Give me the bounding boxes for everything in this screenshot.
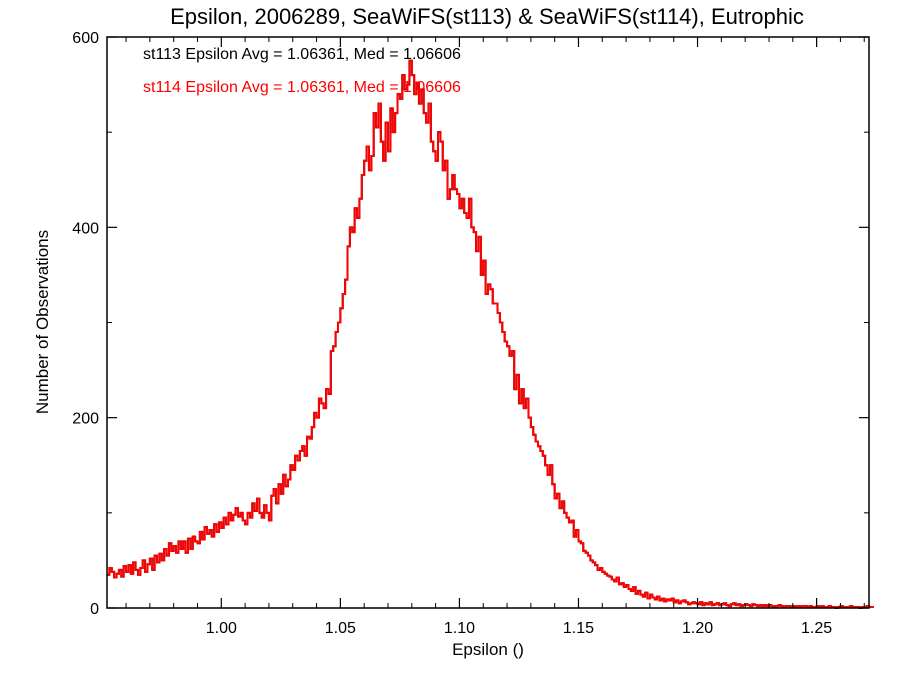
- x-tick-label: 1.00: [206, 620, 237, 637]
- x-axis-ticks: 1.00 1.05 1.10 1.15 1.20 1.25: [125, 37, 865, 637]
- histogram-series-layer: [107, 59, 874, 609]
- annotation-st114: st114 Epsilon Avg = 1.06361, Med = 1.066…: [143, 79, 461, 96]
- y-tick-label: 600: [72, 30, 99, 47]
- y-tick-label: 400: [72, 220, 99, 237]
- y-axis-ticks: 0 200 400 600: [72, 30, 869, 618]
- annotation-st113: st113 Epsilon Avg = 1.06361, Med = 1.066…: [143, 46, 461, 63]
- y-axis-label: Number of Observations: [33, 230, 52, 414]
- x-tick-label: 1.15: [563, 620, 594, 637]
- x-tick-label: 1.20: [682, 620, 713, 637]
- x-tick-label: 1.05: [325, 620, 356, 637]
- y-tick-label: 200: [72, 411, 99, 428]
- y-tick-label: 0: [90, 601, 99, 618]
- histogram-series-st114: [107, 59, 874, 609]
- x-tick-label: 1.10: [444, 620, 475, 637]
- x-tick-label: 1.25: [801, 620, 832, 637]
- x-axis-label: Epsilon (): [452, 640, 524, 659]
- chart-title: Epsilon, 2006289, SeaWiFS(st113) & SeaWi…: [170, 4, 804, 29]
